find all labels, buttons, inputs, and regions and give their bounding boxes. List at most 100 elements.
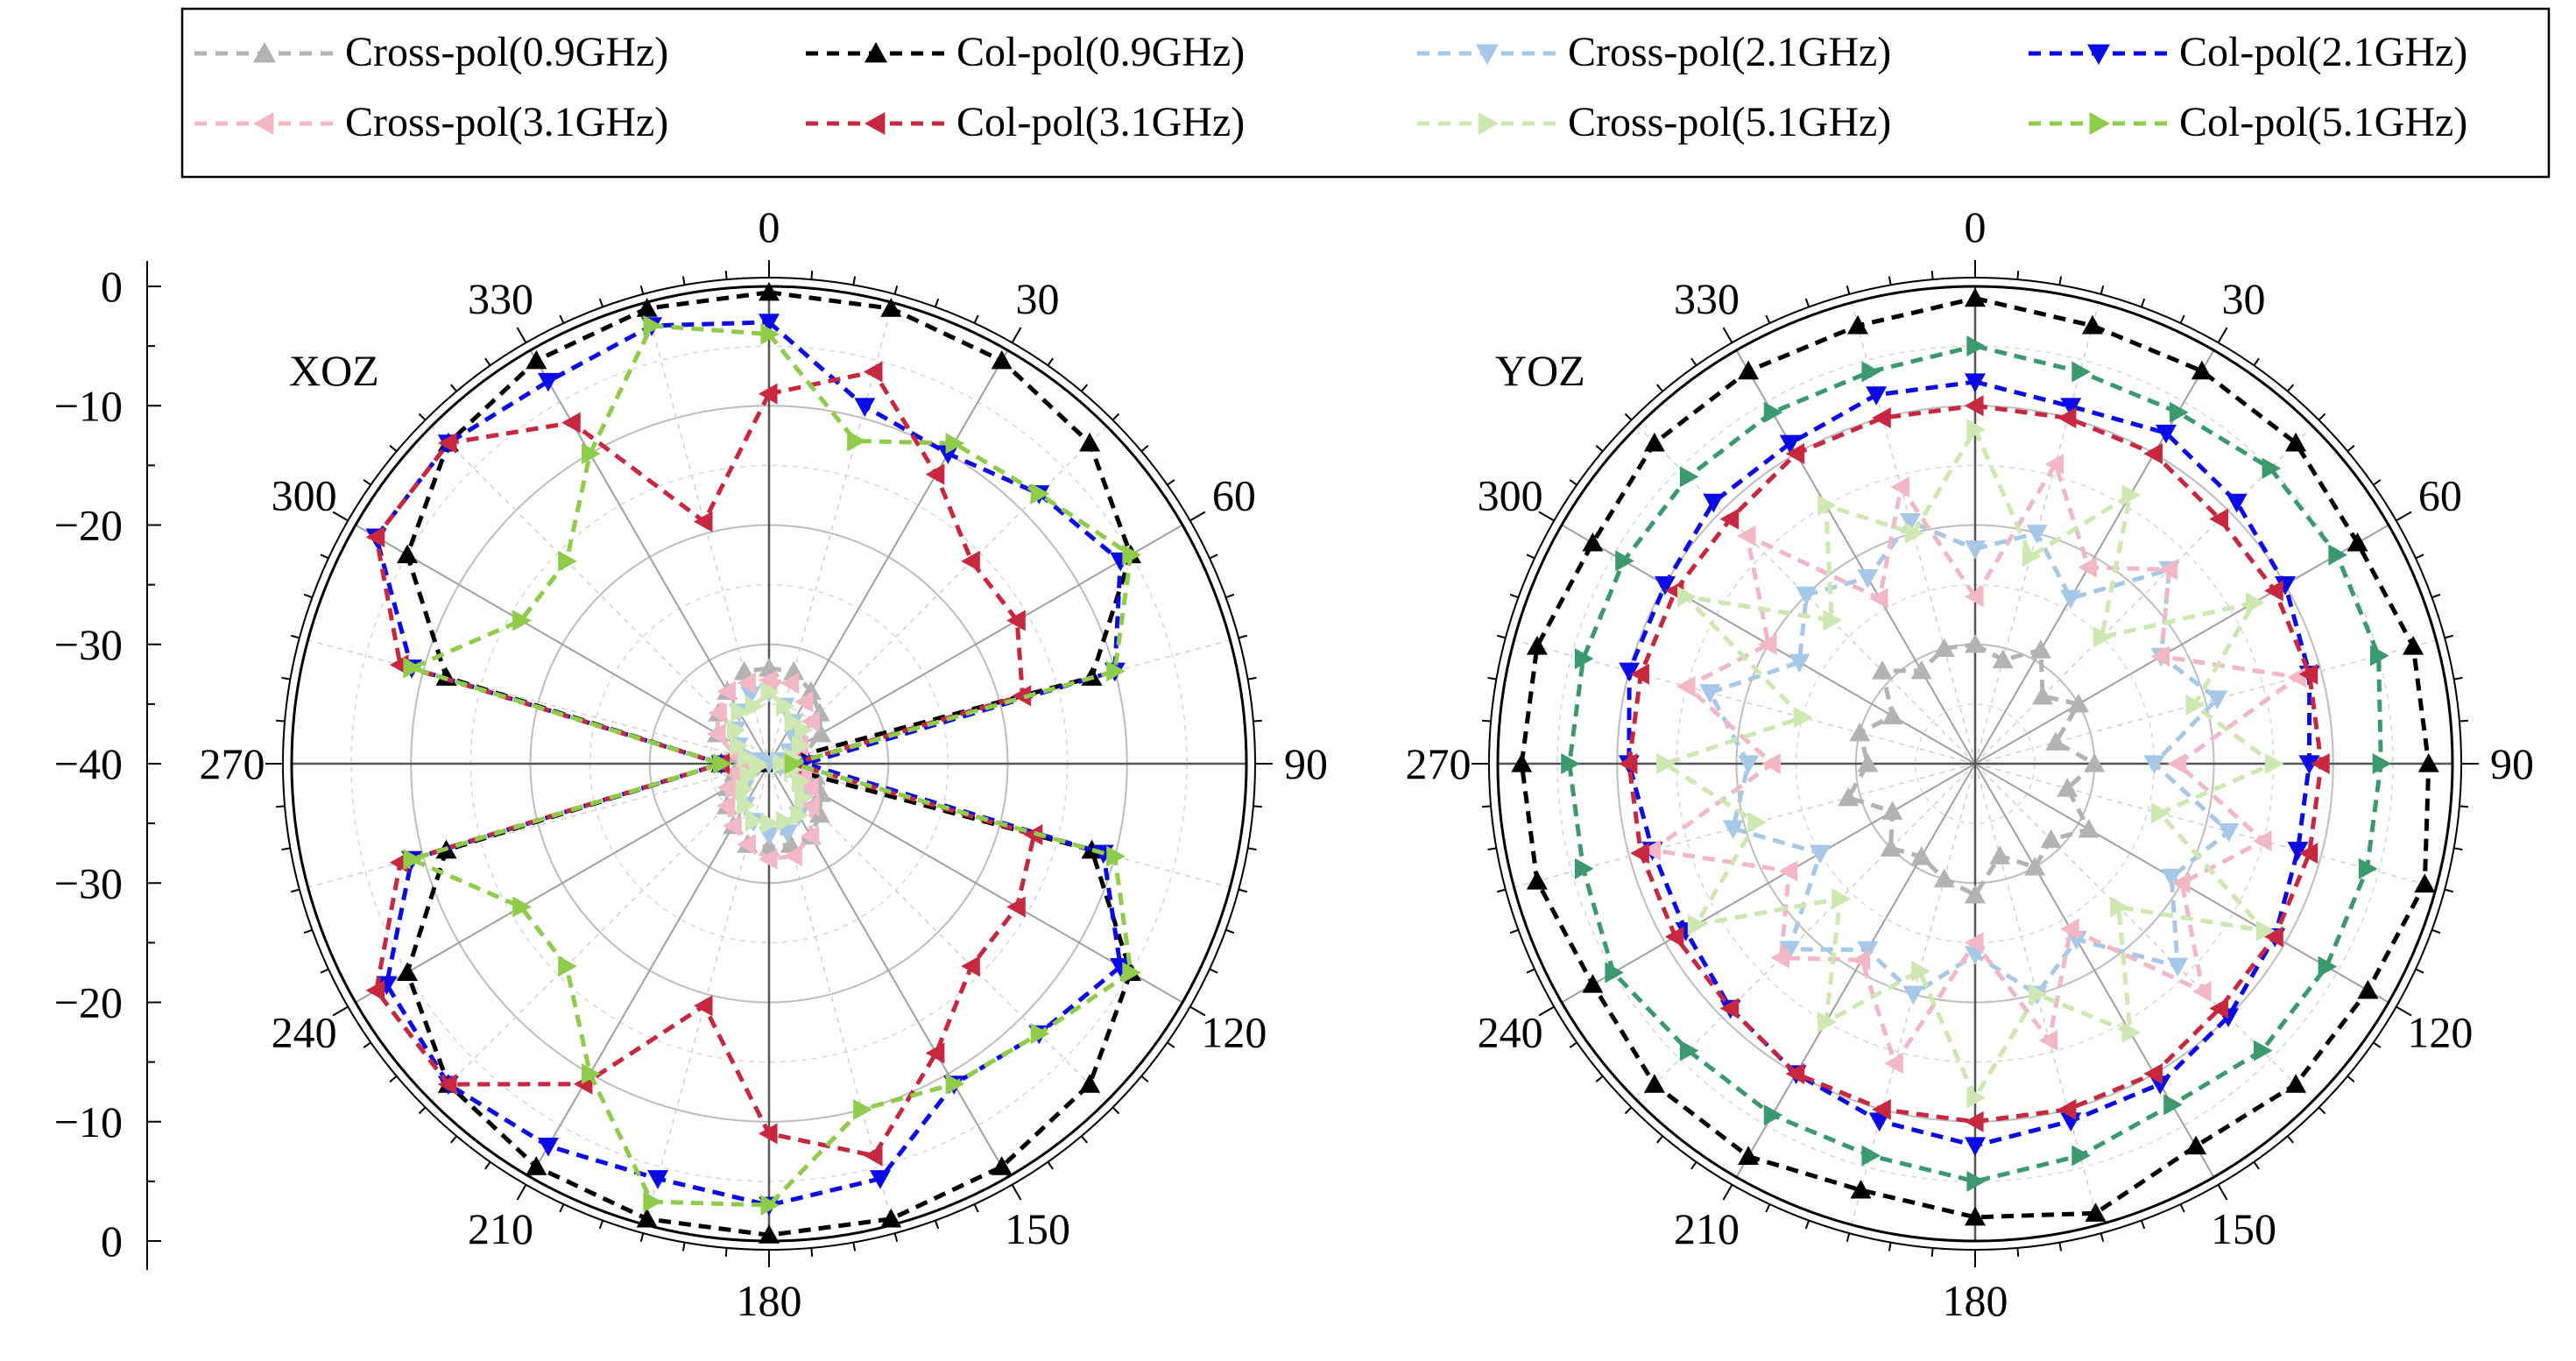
data-point <box>1904 522 1924 544</box>
angular-tick <box>1487 676 1497 680</box>
angular-tick <box>2415 968 2424 974</box>
data-point <box>2040 829 2062 849</box>
angular-tick <box>281 847 291 851</box>
data-point <box>847 430 866 452</box>
panel-title-xoz: XOZ <box>289 346 379 395</box>
angular-tick <box>559 314 565 324</box>
angular-tick <box>973 1203 979 1213</box>
data-point <box>2032 685 2054 705</box>
angular-tick <box>893 285 899 295</box>
data-point <box>2218 822 2240 843</box>
angular-tick <box>332 1005 349 1017</box>
data-point <box>745 695 765 717</box>
data-point <box>2170 401 2189 423</box>
data-point <box>1630 663 1649 685</box>
data-point <box>2298 843 2318 864</box>
angular-tick <box>1846 285 1851 295</box>
legend-entry-col-pol-2-1ghz: Col-pol(2.1GHz) <box>2029 29 2467 75</box>
data-point <box>1796 586 1817 606</box>
data-point <box>730 735 749 757</box>
angular-tick <box>1253 805 1262 808</box>
angular-tick <box>1238 888 1248 893</box>
data-point <box>1763 1104 1783 1126</box>
angular-tick <box>1482 719 1492 723</box>
data-point <box>760 813 780 835</box>
data-point <box>2060 589 2081 610</box>
data-point <box>2192 981 2212 1003</box>
angular-tick <box>973 314 979 324</box>
angle-label-0: 0 <box>759 202 780 251</box>
data-point <box>2311 753 2330 774</box>
data-point <box>784 753 804 774</box>
legend-box <box>180 7 2551 179</box>
data-point <box>1679 466 1699 488</box>
data-point <box>800 680 822 701</box>
legend-label: Col-pol(0.9GHz) <box>956 29 1245 75</box>
data-point <box>1747 812 1767 834</box>
data-point <box>1966 1170 1986 1192</box>
angular-tick <box>320 968 329 974</box>
data-point <box>1965 1111 1984 1132</box>
data-point <box>760 681 780 703</box>
angular-tick <box>363 1041 371 1048</box>
data-point <box>1619 662 1641 682</box>
data-point <box>2038 1029 2058 1051</box>
data-point <box>1006 896 1026 918</box>
data-point <box>2161 868 2183 888</box>
data-point <box>558 550 577 572</box>
data-point <box>1778 860 1798 882</box>
data-point <box>2209 998 2228 1019</box>
legend-label: Col-pol(3.1GHz) <box>956 99 1245 145</box>
angular-tick <box>2453 847 2463 851</box>
radial-tick-label: −10 <box>54 1097 123 1146</box>
angular-tick <box>1080 384 1088 392</box>
data-point <box>2110 896 2129 918</box>
angular-tick <box>2217 327 2228 343</box>
angular-tick <box>598 298 604 307</box>
angular-tick <box>290 888 300 893</box>
data-point <box>801 710 820 732</box>
legend-marker <box>1478 112 1499 135</box>
data-point <box>1030 483 1050 504</box>
angular-tick <box>332 511 349 522</box>
legend-label: Cross-pol(2.1GHz) <box>1568 29 1891 75</box>
data-point <box>2082 314 2104 335</box>
data-point <box>1030 1023 1050 1045</box>
angular-tick <box>1509 928 1519 934</box>
data-point <box>2347 532 2368 552</box>
data-point <box>730 702 750 723</box>
data-point <box>2143 1062 2163 1084</box>
series-col-pol-5-1ghz <box>1561 335 2392 1192</box>
series-col-pol-5-1ghz <box>403 314 1141 1216</box>
angular-tick <box>2100 285 2105 295</box>
data-point <box>809 783 831 802</box>
angular-tick <box>2286 384 2294 392</box>
data-point <box>1965 1206 1986 1226</box>
angular-tick <box>810 1247 814 1257</box>
angular-tick <box>1482 805 1492 808</box>
angular-tick <box>1888 1242 1892 1252</box>
data-point <box>2372 753 2392 774</box>
data-point <box>1736 525 1756 547</box>
data-point <box>801 795 820 817</box>
angular-tick <box>2444 888 2454 893</box>
data-point <box>1965 884 1986 904</box>
series-col-pol-0-9ghz <box>1511 287 2439 1226</box>
angular-tick <box>2253 1161 2260 1170</box>
legend: Cross-pol(0.9GHz) Col-pol(0.9GHz) Cross-po… <box>180 7 2551 179</box>
data-point <box>1079 1074 1101 1093</box>
data-point <box>1910 659 1932 680</box>
angular-tick <box>2016 1247 2020 1257</box>
data-point <box>376 976 398 996</box>
angular-tick <box>2058 1242 2063 1252</box>
data-point <box>794 786 814 808</box>
angular-tick <box>1804 298 1810 307</box>
angular-tick <box>276 719 286 723</box>
legend-marker <box>865 112 886 135</box>
data-point <box>537 372 559 392</box>
angular-tick <box>450 1135 458 1144</box>
angle-label-270: 270 <box>1406 739 1471 788</box>
data-point <box>643 1191 662 1213</box>
data-point <box>1012 685 1032 707</box>
angular-tick <box>1112 413 1120 421</box>
